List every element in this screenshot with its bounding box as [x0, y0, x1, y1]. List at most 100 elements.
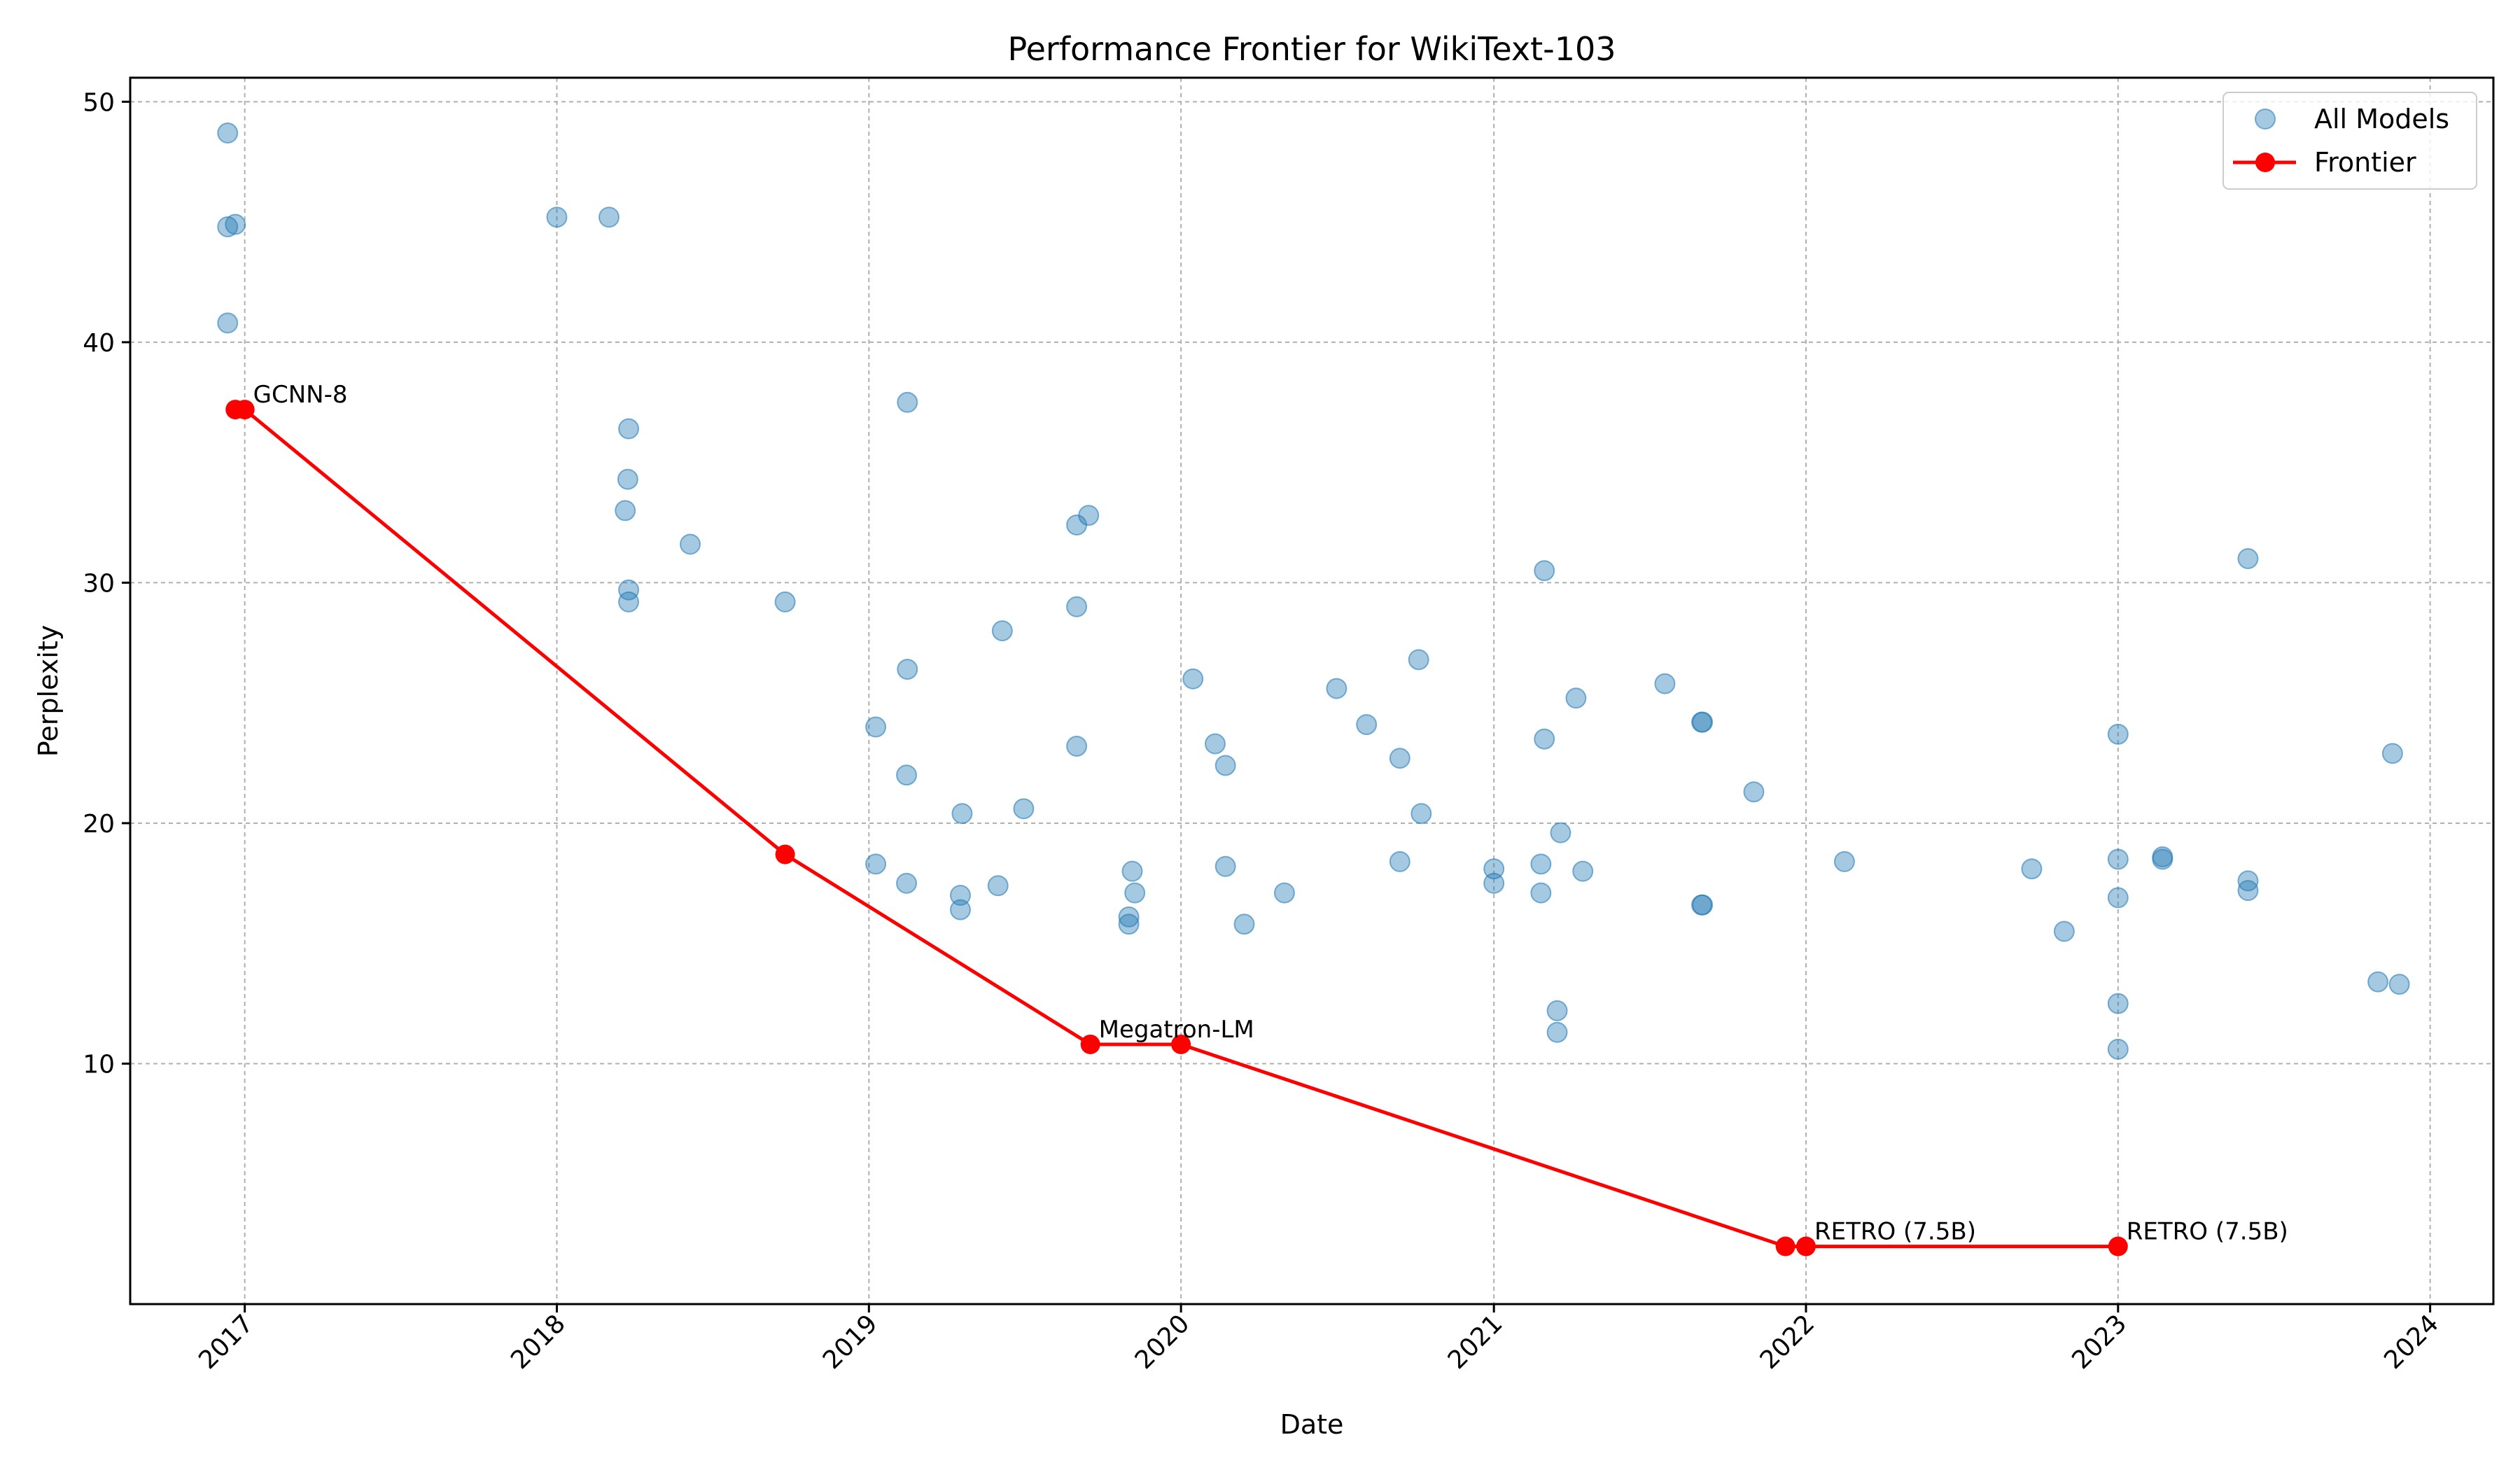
scatter-point — [1118, 906, 1140, 927]
legend-label-all-models: All Models — [2314, 104, 2449, 134]
scatter-point — [2367, 971, 2389, 993]
y-tick-label: 40 — [83, 329, 115, 358]
scatter-point — [949, 899, 971, 920]
scatter-point — [1534, 560, 1555, 582]
y-axis-label: Perplexity — [33, 625, 64, 757]
scatter-point — [1389, 748, 1410, 769]
scatter-point — [865, 853, 887, 875]
frontier-line — [235, 407, 2118, 1249]
frontier-point — [1171, 1034, 1191, 1054]
scatter-point — [865, 716, 887, 738]
x-axis-label: Date — [1280, 1409, 1344, 1440]
legend-label-frontier: Frontier — [2314, 147, 2416, 178]
scatter-point — [217, 312, 239, 334]
scatter-point — [617, 468, 638, 490]
scatter-point — [618, 591, 640, 612]
x-tick-label: 2023 — [2066, 1309, 2132, 1375]
scatter-point — [546, 206, 568, 228]
frontier-point — [1775, 1236, 1795, 1256]
scatter-point — [2152, 848, 2174, 870]
scatter-point — [1530, 853, 1552, 875]
point-annotation: Megatron-LM — [1099, 1016, 1254, 1044]
scatter-point — [987, 875, 1009, 897]
x-tick-label: 2020 — [1130, 1309, 1196, 1375]
point-annotation: GCNN-8 — [253, 381, 348, 409]
scatter-point — [1408, 649, 1429, 671]
scatter-point — [217, 122, 239, 144]
scatter-point — [1182, 668, 1204, 690]
x-tick-label: 2019 — [818, 1309, 883, 1375]
scatter-point — [2107, 993, 2129, 1014]
grid-layer — [130, 78, 2493, 1304]
y-axis-ticks: 10 20 30 40 50 — [83, 88, 130, 1079]
scatter-point — [1121, 860, 1143, 882]
frontier-layer — [235, 407, 2118, 1249]
y-tick-label: 50 — [83, 88, 115, 117]
scatter-point — [1654, 673, 1676, 694]
point-annotation: RETRO (7.5B) — [1814, 1218, 1976, 1246]
legend-marker-frontier — [2255, 153, 2275, 172]
scatter-point — [1534, 728, 1555, 750]
x-tick-label: 2018 — [505, 1309, 571, 1375]
scatter-point — [897, 659, 918, 680]
plot-frame — [129, 76, 2495, 1306]
y-tick-label: 30 — [83, 569, 115, 598]
scatter-point — [217, 216, 239, 237]
frontier-point — [1795, 1236, 1816, 1256]
scatter-point — [896, 872, 918, 894]
scatter-point — [951, 803, 973, 825]
scatter-point — [1483, 872, 1505, 894]
legend-box — [2222, 92, 2477, 190]
scatter-point — [1692, 711, 1714, 733]
scatter-point — [1066, 596, 1088, 617]
scatter-point — [2237, 880, 2259, 902]
frontier-point — [234, 400, 255, 420]
scatter-point — [598, 206, 620, 228]
scatter-point — [1214, 855, 1236, 877]
scatter-point — [1356, 714, 1378, 736]
scatter-point — [774, 591, 796, 612]
scatter-point — [1214, 755, 1236, 776]
scatter-point — [2021, 858, 2043, 880]
scatter-point — [1546, 1021, 1568, 1043]
scatter-point — [2107, 1038, 2129, 1060]
scatter-point — [1124, 882, 1146, 904]
frontier-point — [2108, 1236, 2128, 1256]
scatter-point — [1078, 505, 1100, 526]
scatter-point — [1546, 1000, 1568, 1021]
frontier-point — [775, 844, 795, 864]
scatter-point — [1483, 858, 1505, 880]
x-tick-label: 2017 — [193, 1309, 259, 1375]
scatter-point — [1743, 781, 1765, 803]
frontier-point — [1080, 1034, 1100, 1054]
scatter-point — [949, 885, 971, 906]
point-annotation: RETRO (7.5B) — [2127, 1218, 2288, 1246]
scatter-point — [1233, 913, 1255, 935]
scatter-point — [1572, 860, 1594, 882]
scatter-point — [2107, 887, 2129, 909]
scatter-point — [896, 764, 918, 786]
scatter-point — [618, 579, 640, 601]
scatter-point — [1565, 687, 1587, 709]
x-axis-ticks: 2017 2018 2019 2020 2021 2022 2023 2024 — [193, 1304, 2444, 1375]
scatter-point — [2381, 743, 2403, 764]
scatter-point — [225, 214, 246, 235]
scatter-point — [1013, 798, 1035, 820]
scatter-point — [1833, 850, 1855, 872]
y-tick-label: 20 — [83, 810, 115, 839]
legend-marker-all-models — [2255, 108, 2276, 130]
scatter-point — [2388, 974, 2410, 995]
scatter-point — [1118, 913, 1140, 935]
legend: All Models Frontier — [2222, 92, 2477, 190]
scatter-point — [2107, 723, 2129, 745]
scatter-point — [615, 500, 636, 522]
scatter-point — [991, 620, 1013, 642]
scatter-point — [618, 418, 640, 440]
scatter-point — [1273, 882, 1295, 904]
scatter-point — [1530, 882, 1552, 904]
chart-title: Performance Frontier for WikiText-103 — [1007, 30, 1616, 68]
frontier-points-layer — [225, 400, 2128, 1256]
scatter-point — [897, 391, 918, 413]
scatter-layer — [217, 122, 2410, 1060]
